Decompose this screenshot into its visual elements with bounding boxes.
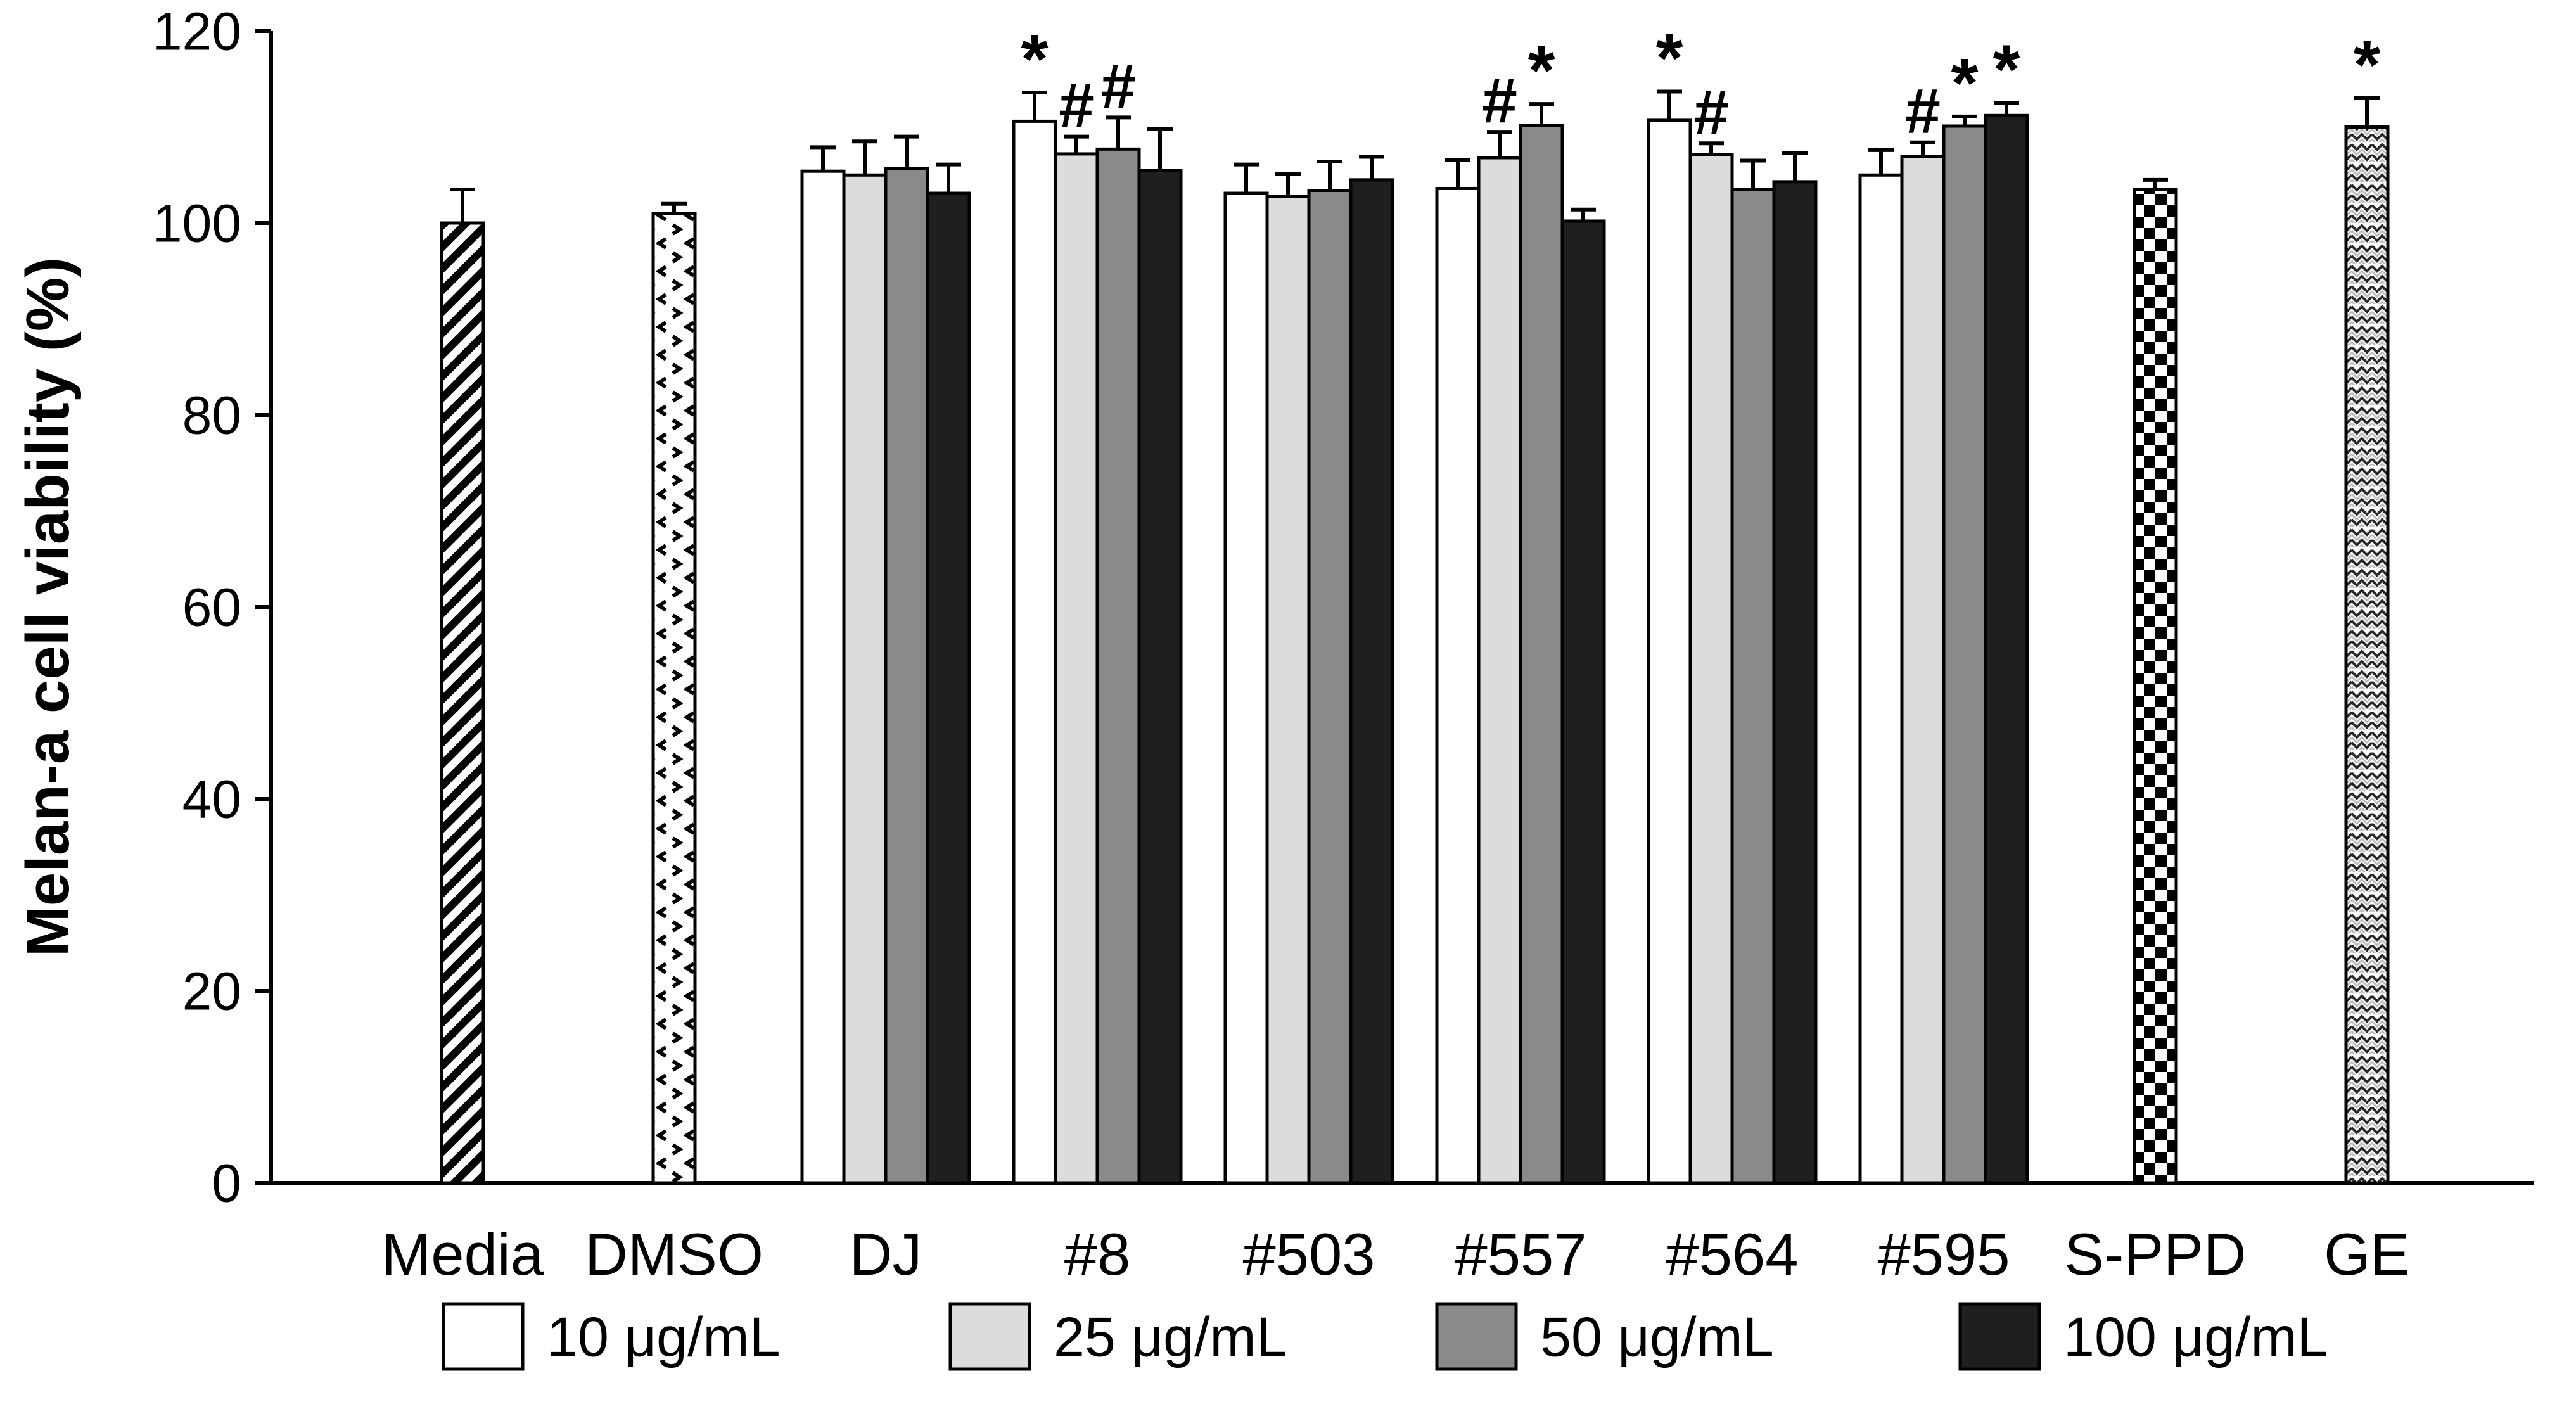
- bar-503-2: [1307, 188, 1353, 1185]
- bar-503-1: [1265, 195, 1311, 1185]
- y-axis-title: Melan-a cell viability (%): [14, 257, 82, 957]
- x-category-label-ge: GE: [2324, 1221, 2410, 1287]
- significance-marker: *: [1021, 20, 1049, 98]
- bar-595-2: [1942, 124, 1987, 1185]
- bar-564-0: [1647, 118, 1692, 1185]
- legend-swatch-2: [1435, 1302, 1518, 1371]
- y-tick-label: 0: [212, 1153, 241, 1213]
- y-tick-label: 60: [182, 577, 241, 637]
- x-category-label-503: #503: [1242, 1221, 1375, 1287]
- legend-swatch-3: [1958, 1302, 2041, 1371]
- x-category-label-dj: DJ: [850, 1221, 922, 1287]
- x-category-label-564: #564: [1666, 1221, 1798, 1287]
- bar-564-3: [1772, 180, 1818, 1185]
- significance-marker: #: [1905, 76, 1941, 147]
- legend-label-0: 10 μg/mL: [547, 1305, 781, 1368]
- significance-marker: *: [1993, 31, 2020, 109]
- x-category-label-595: #595: [1877, 1221, 2010, 1287]
- x-category-label-media: Media: [381, 1221, 544, 1287]
- bar-8-1: [1054, 152, 1099, 1185]
- y-tick-label: 100: [153, 193, 241, 253]
- legend-label-3: 100 μg/mL: [2063, 1305, 2328, 1368]
- y-tick-label: 20: [182, 961, 241, 1021]
- bar-595-1: [1900, 155, 1946, 1185]
- x-category-label-8: #8: [1064, 1221, 1131, 1287]
- x-category-label-557: #557: [1454, 1221, 1586, 1287]
- x-category-label-sppd: S-PPD: [2064, 1221, 2246, 1287]
- y-tick-label: 80: [182, 385, 241, 445]
- bar-dj-1: [842, 173, 888, 1185]
- bar-ge-0: [2344, 125, 2390, 1185]
- bar-8-3: [1137, 169, 1183, 1185]
- bar-564-1: [1688, 153, 1734, 1185]
- significance-marker: #: [1059, 70, 1094, 141]
- legend-swatch-1: [948, 1302, 1031, 1371]
- bar-595-3: [1984, 113, 2029, 1185]
- bar-557-2: [1519, 123, 1564, 1185]
- bar-557-3: [1560, 219, 1606, 1185]
- bar-dj-3: [926, 191, 971, 1185]
- legend-swatch-0: [442, 1302, 525, 1371]
- significance-marker: *: [1656, 19, 1683, 97]
- significance-marker: #: [1482, 65, 1517, 136]
- bar-8-2: [1095, 147, 1141, 1185]
- x-category-label-dmso: DMSO: [585, 1221, 763, 1287]
- bar-564-2: [1730, 188, 1776, 1185]
- bar-595-0: [1858, 173, 1904, 1185]
- significance-marker: *: [1528, 32, 1555, 110]
- bar-557-1: [1477, 156, 1522, 1185]
- legend-label-1: 25 μg/mL: [1054, 1305, 1287, 1368]
- significance-marker: #: [1693, 77, 1729, 148]
- bar-503-0: [1223, 191, 1269, 1185]
- bar-dj-2: [884, 167, 929, 1185]
- significance-marker: *: [2354, 26, 2381, 104]
- bar-503-3: [1349, 178, 1394, 1185]
- bar-dmso-0: [651, 212, 697, 1185]
- significance-marker: #: [1100, 51, 1136, 122]
- legend-label-2: 50 μg/mL: [1540, 1305, 1774, 1368]
- bar-sppd-0: [2133, 188, 2178, 1185]
- bar-8-0: [1012, 119, 1057, 1185]
- bar-557-0: [1435, 186, 1481, 1185]
- significance-marker: *: [1951, 44, 1979, 122]
- bar-dj-0: [800, 169, 846, 1185]
- bar-media-0: [440, 221, 485, 1185]
- y-tick-label: 120: [153, 1, 241, 61]
- y-tick-label: 40: [182, 769, 241, 829]
